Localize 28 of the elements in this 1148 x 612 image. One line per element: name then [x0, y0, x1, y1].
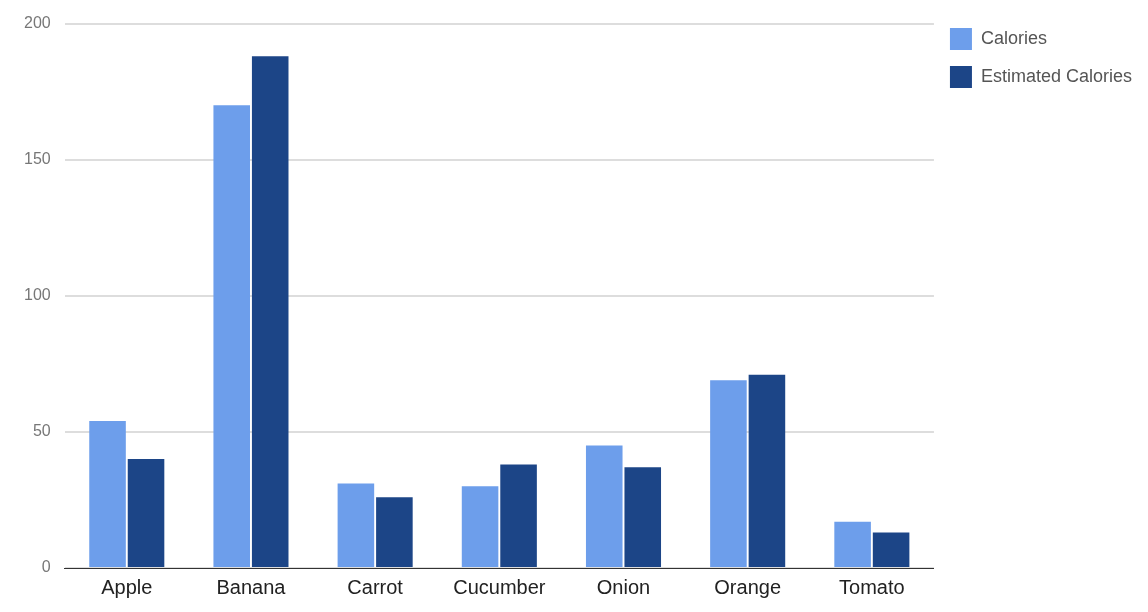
- legend-label: Estimated Calories: [980, 65, 1132, 86]
- y-tick-label: 150: [23, 150, 51, 168]
- bar: [624, 467, 662, 567]
- bar: [337, 483, 375, 567]
- bar: [213, 105, 250, 567]
- bar: [89, 421, 126, 567]
- x-tick-label: Carrot: [347, 575, 404, 598]
- bar: [127, 459, 165, 567]
- x-tick-label: Cucumber: [453, 575, 546, 598]
- x-tick-label: Tomato: [839, 575, 905, 598]
- bar: [251, 56, 289, 567]
- bar: [585, 445, 623, 567]
- bar: [461, 486, 499, 567]
- x-tick-label: Banana: [216, 575, 287, 598]
- x-tick-label: Orange: [714, 575, 782, 598]
- x-tick-label: Onion: [596, 575, 651, 598]
- y-tick-label: 0: [41, 558, 51, 576]
- x-tick-label: Apple: [101, 575, 153, 598]
- bar: [376, 497, 413, 567]
- y-tick-label: 100: [23, 286, 51, 304]
- bar: [710, 380, 747, 567]
- bar: [872, 532, 910, 567]
- y-tick-label: 50: [32, 422, 51, 440]
- bar: [834, 521, 871, 567]
- legend-label: Calories: [980, 27, 1047, 48]
- bar: [748, 374, 786, 567]
- bar: [500, 464, 537, 567]
- y-tick-label: 200: [23, 14, 51, 32]
